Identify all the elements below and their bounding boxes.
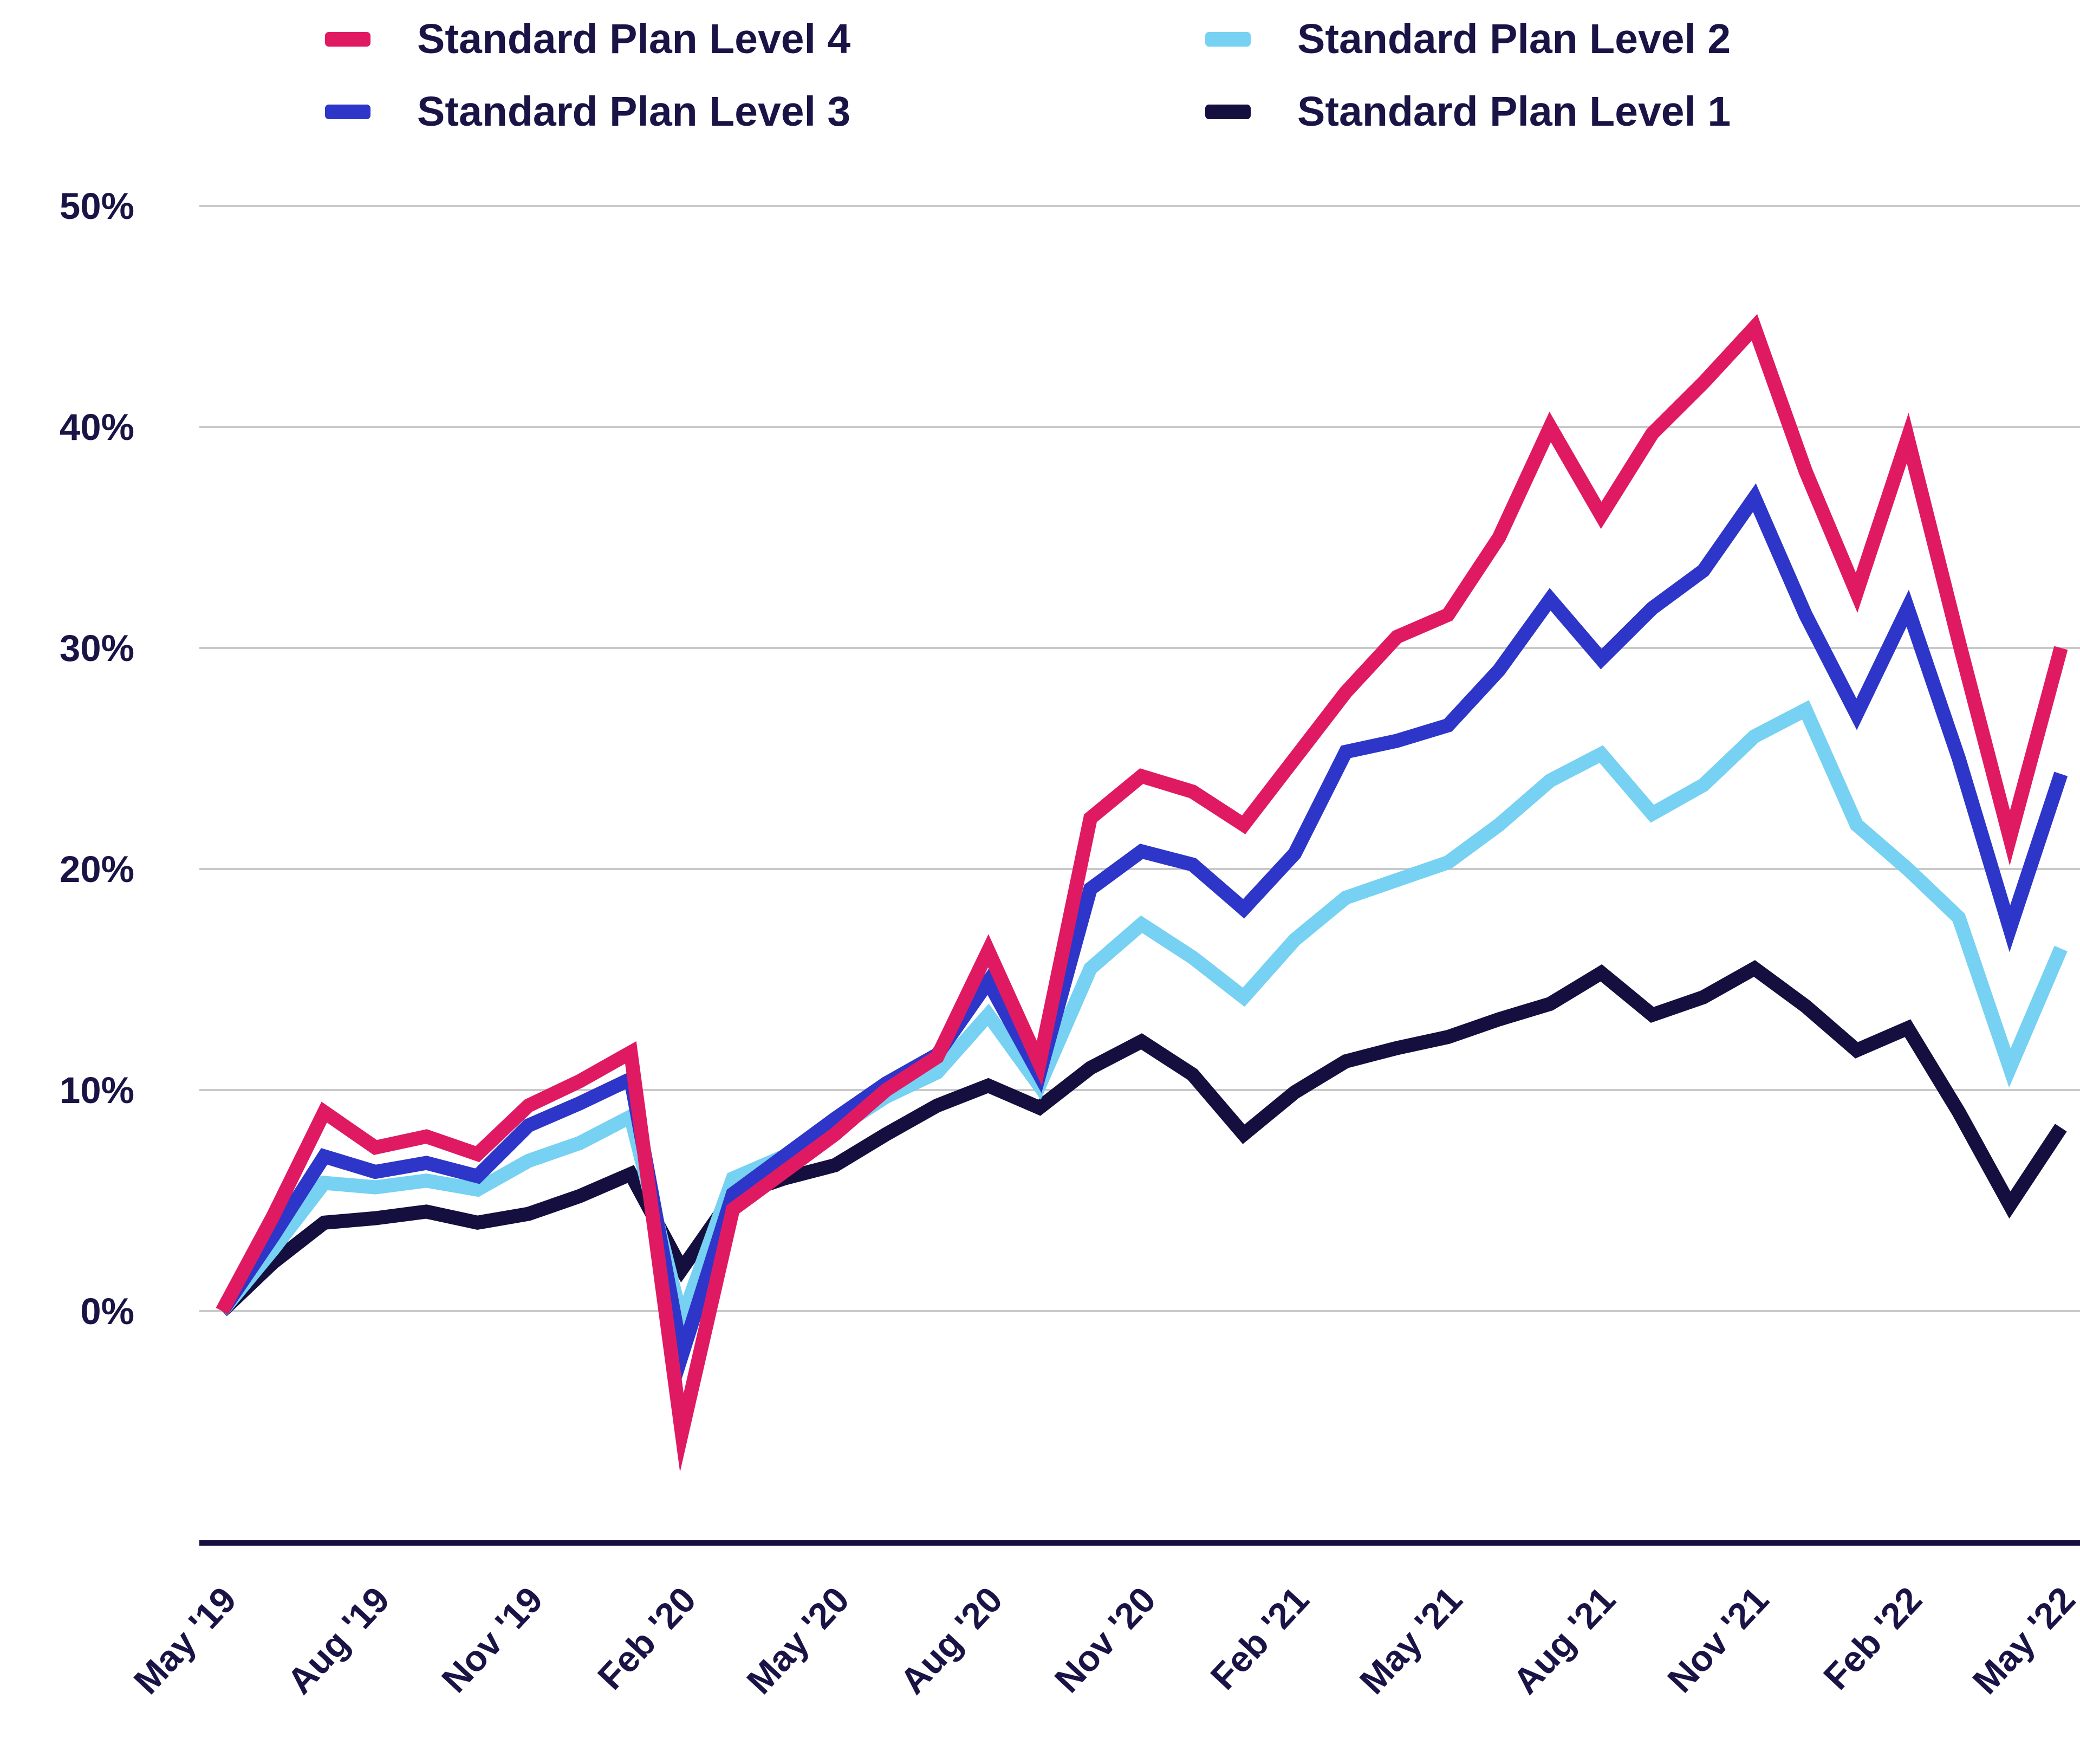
y-axis-tick-0%: 0% [80,1290,134,1332]
legend-item-level4: Standard Plan Level 4 [325,10,1205,68]
x-axis-tick-11: Nov '21 [1660,1579,1777,1700]
chart-legend: Standard Plan Level 4 Standard Plan Level… [325,10,1731,141]
x-axis-tick-2: Aug '19 [280,1579,398,1702]
legend-item-level2: Standard Plan Level 2 [1205,10,1731,68]
legend-swatch-level2 [1205,31,1251,47]
x-axis-tick-13: May '22 [1965,1579,2080,1702]
y-axis-tick-40%: 40% [60,406,134,448]
legend-swatch-level3 [325,104,370,119]
legend-swatch-level4 [325,31,370,47]
legend-item-level1: Standard Plan Level 1 [1205,82,1731,141]
legend-label-level4: Standard Plan Level 4 [417,15,851,62]
x-axis-tick-10: Aug '21 [1505,1579,1623,1702]
y-axis-tick-30%: 30% [60,627,134,669]
legend-label-level2: Standard Plan Level 2 [1297,15,1731,62]
legend-item-level3: Standard Plan Level 3 [325,82,1205,141]
legend-swatch-level1 [1205,104,1251,119]
series-line-standard-plan-level-1 [217,960,2067,1316]
x-axis-tick-12: Feb '22 [1816,1579,1929,1697]
series-line-standard-plan-level-2 [216,700,2068,1344]
x-axis-tick-1: May '19 [126,1579,244,1702]
x-axis-tick-8: Feb '21 [1203,1579,1317,1697]
x-axis-tick-9: May '21 [1352,1579,1470,1702]
series-line-standard-plan-level-4 [216,314,2068,1473]
x-axis-tick-3: Nov '19 [434,1579,551,1700]
y-axis-tick-10%: 10% [60,1069,134,1111]
series-line-standard-plan-level-3 [216,483,2068,1385]
x-axis-tick-5: May '20 [739,1579,857,1702]
y-axis-tick-50%: 50% [60,185,134,227]
y-axis-tick-20%: 20% [60,848,134,890]
x-axis-tick-7: Nov '20 [1047,1579,1164,1700]
legend-label-level3: Standard Plan Level 3 [417,88,851,135]
x-axis-tick-6: Aug '20 [892,1579,1010,1702]
legend-label-level1: Standard Plan Level 1 [1297,88,1731,135]
x-axis-tick-4: Feb '20 [590,1579,704,1697]
